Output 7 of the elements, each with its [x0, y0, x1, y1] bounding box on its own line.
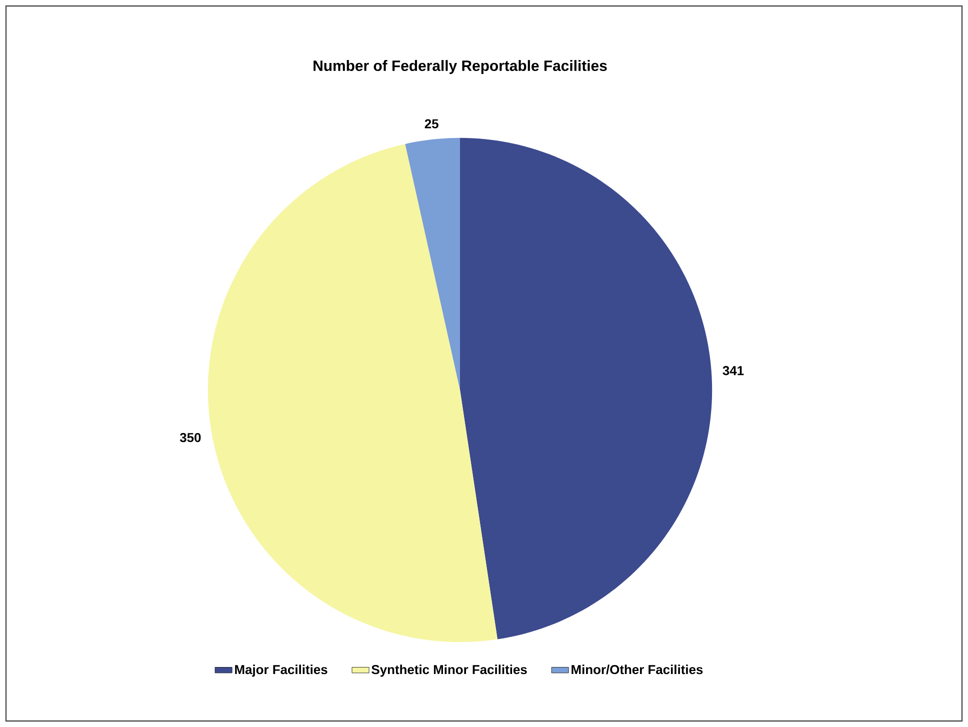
data-label: 350 — [180, 432, 201, 442]
legend-label: Synthetic Minor Facilities — [372, 664, 527, 677]
data-label: 25 — [424, 119, 438, 128]
legend-label: Minor/Other Facilities — [572, 664, 703, 674]
chart-title: Number of Federally Reportable Facilities — [314, 60, 607, 74]
legend-label: Major Facilities — [235, 664, 328, 677]
data-label: 341 — [722, 366, 744, 376]
